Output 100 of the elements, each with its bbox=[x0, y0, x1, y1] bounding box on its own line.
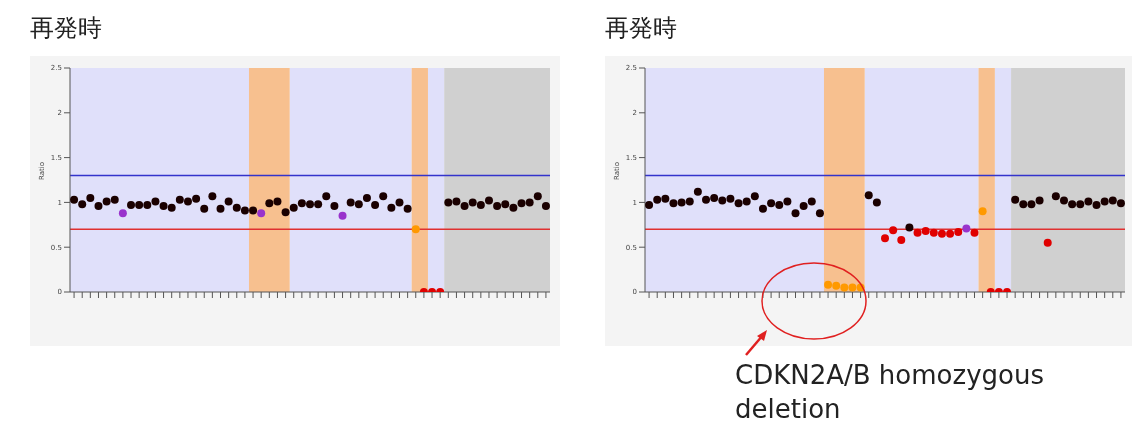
point bbox=[1108, 196, 1117, 205]
point bbox=[1051, 192, 1060, 201]
point bbox=[750, 192, 759, 201]
point bbox=[693, 187, 702, 196]
point bbox=[70, 195, 79, 204]
point bbox=[257, 209, 266, 218]
point bbox=[78, 200, 87, 209]
point bbox=[962, 224, 971, 233]
point bbox=[127, 201, 136, 210]
point bbox=[702, 195, 711, 204]
point bbox=[791, 209, 800, 218]
point bbox=[815, 209, 824, 218]
point bbox=[224, 197, 233, 206]
point bbox=[872, 198, 881, 207]
point bbox=[758, 204, 767, 213]
point bbox=[517, 199, 526, 208]
point bbox=[501, 200, 510, 209]
point bbox=[192, 194, 201, 203]
point bbox=[460, 201, 469, 210]
point bbox=[281, 208, 290, 217]
point bbox=[685, 197, 694, 206]
point bbox=[913, 228, 922, 237]
point bbox=[232, 203, 241, 212]
point bbox=[444, 198, 453, 207]
point bbox=[151, 197, 160, 206]
point bbox=[653, 195, 662, 204]
point bbox=[954, 227, 963, 236]
point bbox=[200, 204, 209, 213]
point bbox=[314, 200, 323, 209]
point bbox=[848, 283, 857, 292]
point bbox=[905, 223, 914, 232]
point bbox=[395, 198, 404, 207]
point bbox=[484, 196, 493, 205]
point bbox=[468, 198, 477, 207]
point bbox=[411, 225, 420, 234]
point bbox=[1019, 200, 1028, 209]
point bbox=[832, 281, 841, 290]
point bbox=[135, 201, 144, 210]
point bbox=[297, 199, 306, 208]
point bbox=[306, 200, 314, 209]
point bbox=[661, 194, 670, 203]
point bbox=[970, 228, 979, 237]
point bbox=[1059, 196, 1068, 205]
point bbox=[476, 201, 485, 210]
point bbox=[1116, 199, 1125, 208]
point bbox=[1092, 201, 1101, 210]
point bbox=[143, 201, 152, 210]
point bbox=[354, 200, 363, 209]
point bbox=[265, 199, 274, 208]
point bbox=[718, 196, 727, 205]
point bbox=[493, 201, 502, 210]
point bbox=[159, 201, 168, 210]
point bbox=[807, 197, 816, 206]
point bbox=[929, 228, 938, 237]
point bbox=[249, 206, 258, 215]
point bbox=[118, 209, 127, 218]
point bbox=[742, 197, 751, 206]
point bbox=[775, 201, 784, 210]
point bbox=[1068, 200, 1077, 209]
point bbox=[387, 203, 396, 212]
point bbox=[273, 197, 282, 206]
point bbox=[525, 198, 534, 207]
point bbox=[889, 226, 898, 235]
point bbox=[94, 201, 103, 210]
point bbox=[864, 191, 873, 200]
point bbox=[645, 201, 654, 210]
point bbox=[1011, 195, 1020, 204]
point bbox=[86, 193, 95, 202]
point bbox=[1076, 200, 1085, 209]
point bbox=[371, 201, 380, 210]
point bbox=[216, 204, 225, 213]
point bbox=[346, 198, 355, 207]
point bbox=[921, 227, 930, 236]
point bbox=[946, 229, 955, 238]
point bbox=[1100, 197, 1109, 206]
point bbox=[937, 229, 946, 238]
point bbox=[710, 193, 719, 202]
point bbox=[897, 236, 906, 245]
point bbox=[362, 193, 371, 202]
point bbox=[338, 211, 347, 220]
point bbox=[183, 197, 192, 206]
point bbox=[289, 203, 298, 212]
point bbox=[541, 201, 550, 210]
point bbox=[208, 192, 217, 201]
point bbox=[110, 195, 119, 204]
point bbox=[783, 197, 792, 206]
point bbox=[102, 197, 111, 206]
point bbox=[677, 198, 686, 207]
point bbox=[1027, 200, 1036, 209]
point bbox=[322, 192, 331, 201]
point bbox=[175, 195, 184, 204]
point bbox=[978, 207, 987, 216]
point bbox=[767, 199, 776, 208]
point bbox=[824, 280, 833, 289]
point bbox=[734, 199, 743, 208]
point bbox=[726, 194, 735, 203]
point bbox=[799, 201, 808, 210]
text: CDKN2A/B homozygous deletion bbox=[735, 359, 1045, 426]
point bbox=[669, 199, 678, 208]
point bbox=[452, 197, 461, 206]
